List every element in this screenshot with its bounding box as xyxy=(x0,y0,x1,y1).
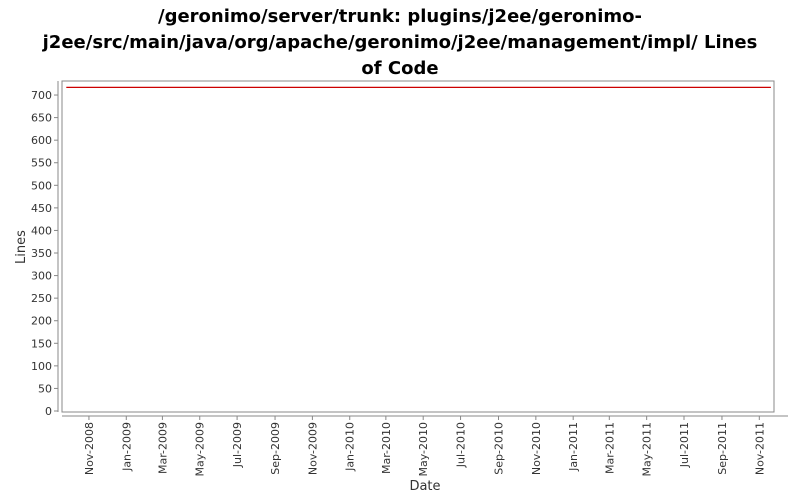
y-tick-label: 150 xyxy=(31,337,52,350)
x-tick-label: May-2010 xyxy=(417,422,430,477)
x-tick-label: Sep-2009 xyxy=(269,422,282,475)
y-tick-label: 700 xyxy=(31,89,52,102)
x-tick-label: May-2009 xyxy=(194,422,207,477)
y-tick-label: 600 xyxy=(31,134,52,147)
x-tick-label: Jan-2010 xyxy=(344,422,357,472)
x-tick-label: May-2011 xyxy=(641,422,654,477)
y-tick-label: 250 xyxy=(31,292,52,305)
y-tick-label: 200 xyxy=(31,315,52,328)
chart-title-line: /geronimo/server/trunk: plugins/j2ee/ger… xyxy=(158,6,642,27)
y-tick-label: 300 xyxy=(31,270,52,283)
x-tick-label: Nov-2009 xyxy=(306,422,319,475)
plot-area xyxy=(61,80,775,413)
y-tick-label: 650 xyxy=(31,112,52,125)
chart-title-line: of Code xyxy=(361,58,439,79)
y-tick-label: 100 xyxy=(31,360,52,373)
x-tick-label: Jul-2011 xyxy=(678,422,691,468)
y-tick-label: 500 xyxy=(31,179,52,192)
x-tick-label: Mar-2010 xyxy=(380,422,393,474)
x-tick-label: Mar-2011 xyxy=(603,422,616,474)
y-tick-label: 550 xyxy=(31,157,52,170)
y-tick-label: 0 xyxy=(45,405,52,418)
x-axis-label: Date xyxy=(409,479,440,494)
x-tick-label: Nov-2008 xyxy=(83,422,96,475)
x-tick-label: Nov-2010 xyxy=(530,422,543,475)
x-tick-label: Mar-2009 xyxy=(156,422,169,474)
y-tick-label: 50 xyxy=(38,382,52,395)
x-tick-label: Sep-2011 xyxy=(716,422,729,475)
x-tick-label: Nov-2011 xyxy=(753,422,766,475)
x-tick-label: Jan-2011 xyxy=(567,422,580,472)
y-axis: 0 50 100 150 200 250 300 350 400 450 500 550 600 650 7… xyxy=(31,81,59,418)
x-tick-label: Jul-2009 xyxy=(231,422,244,468)
y-tick-label: 400 xyxy=(31,224,52,237)
chart-title: /geronimo/server/trunk: plugins/j2ee/ger… xyxy=(0,4,800,82)
y-axis-label: Lines xyxy=(14,230,29,264)
x-tick-label: Jan-2009 xyxy=(120,422,133,472)
chart-title-line: j2ee/src/main/java/org/apache/geronimo/j… xyxy=(42,32,758,53)
x-axis: Nov-2008 Jan-2009 Mar-2009 May-2009 Jul-2009… xyxy=(62,415,788,477)
x-tick-label: Sep-2010 xyxy=(493,422,506,475)
y-tick-label: 450 xyxy=(31,202,52,215)
y-tick-label: 350 xyxy=(31,247,52,260)
x-tick-label: Jul-2010 xyxy=(455,422,468,468)
